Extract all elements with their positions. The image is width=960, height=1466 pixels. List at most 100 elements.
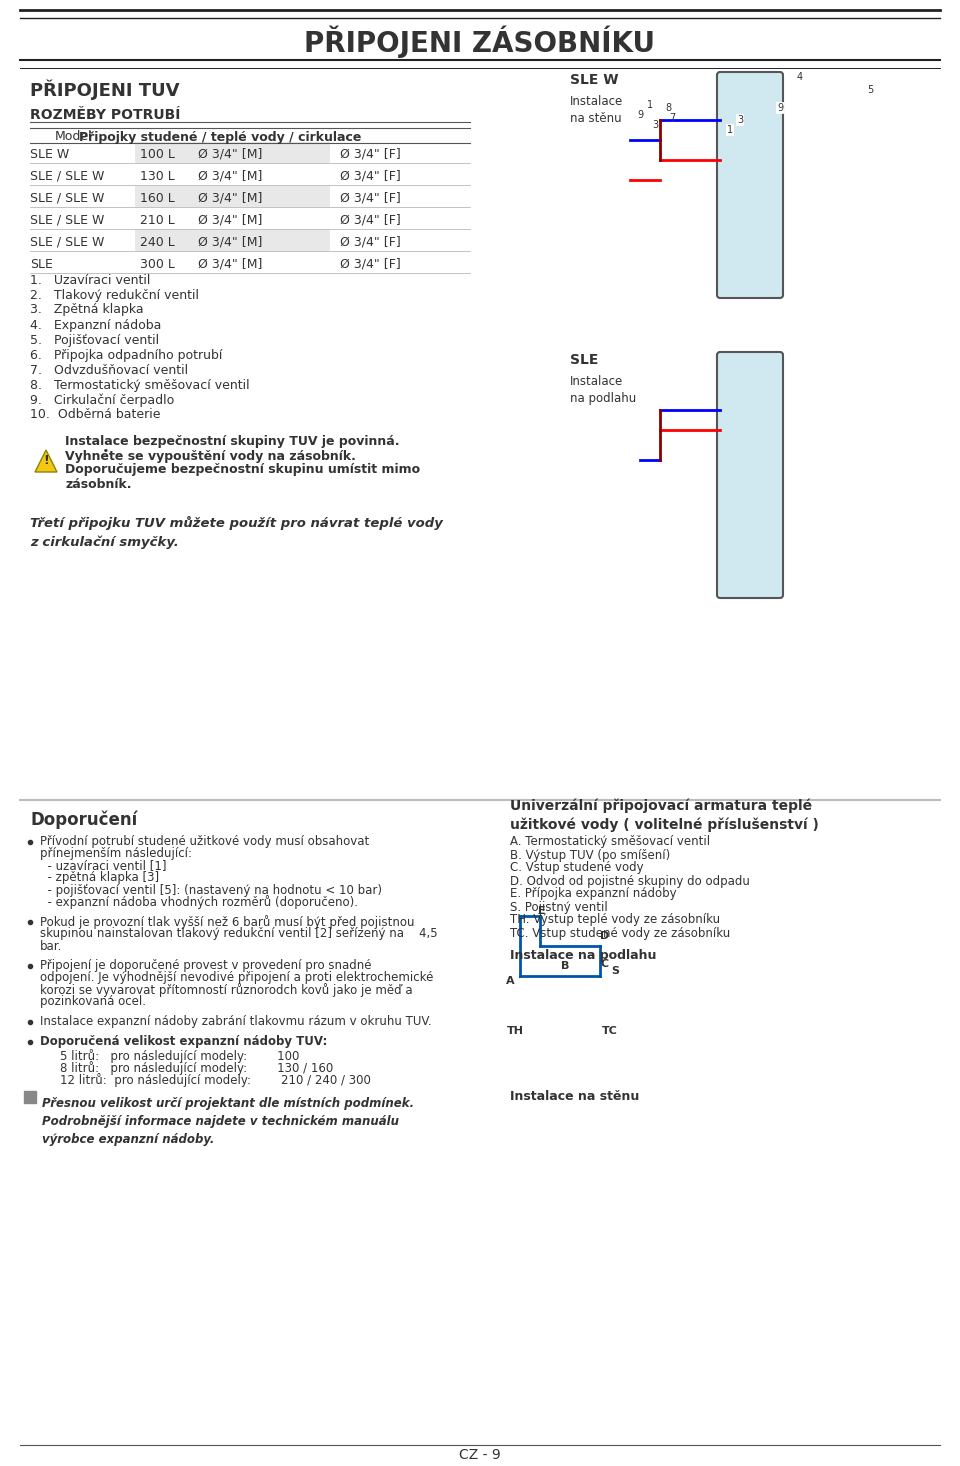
Text: SLE / SLE W: SLE / SLE W [30, 170, 105, 182]
FancyBboxPatch shape [135, 230, 330, 251]
Text: 5 litrů:   pro následující modely:        100: 5 litrů: pro následující modely: 100 [60, 1050, 300, 1063]
Text: - expanzní nádoba vhodných rozměrů (doporučeno).: - expanzní nádoba vhodných rozměrů (dopo… [40, 896, 358, 909]
Text: B: B [561, 962, 569, 970]
Text: PŘIPOJENI ZÁSOBNÍKU: PŘIPOJENI ZÁSOBNÍKU [304, 26, 656, 59]
Text: SLE: SLE [30, 258, 53, 271]
Text: Ø 3/4" [M]: Ø 3/4" [M] [198, 236, 262, 249]
Text: TC: TC [602, 1026, 618, 1036]
Text: Vyhne̊te se vypouštění vody na zásobník.: Vyhne̊te se vypouštění vody na zásobník. [65, 449, 356, 463]
Text: 9: 9 [636, 110, 643, 120]
Text: zásobník.: zásobník. [65, 478, 132, 491]
FancyBboxPatch shape [717, 352, 783, 598]
Text: Ø 3/4" [M]: Ø 3/4" [M] [198, 258, 262, 271]
Text: SLE / SLE W: SLE / SLE W [30, 236, 105, 249]
Text: 1: 1 [727, 125, 733, 135]
Text: E. Přípojka expanzní nádoby: E. Přípojka expanzní nádoby [510, 887, 677, 900]
Text: 130 L: 130 L [140, 170, 175, 182]
Text: odpojení. Je výhodnější nevodivé připojení a proti elektrochemické: odpojení. Je výhodnější nevodivé připoje… [40, 972, 433, 985]
Text: TH. Výstup teplé vody ze zásobníku: TH. Výstup teplé vody ze zásobníku [510, 913, 720, 927]
Text: korozi se vyvarovat přítomností různorodch kovů jako je měď a: korozi se vyvarovat přítomností různorod… [40, 984, 413, 997]
Text: Přesnou velikost určí projektant dle místních podmínek.
Podrobnější informace na: Přesnou velikost určí projektant dle mís… [42, 1097, 414, 1146]
Text: Instalace na stěnu: Instalace na stěnu [510, 1089, 639, 1102]
Text: E: E [539, 906, 546, 916]
Text: Ø 3/4" [M]: Ø 3/4" [M] [198, 192, 262, 204]
Text: A. Termostatický směšovací ventil: A. Termostatický směšovací ventil [510, 836, 710, 849]
Text: Ø 3/4" [M]: Ø 3/4" [M] [198, 214, 262, 227]
FancyBboxPatch shape [135, 142, 330, 163]
Text: skupinou nainstalovan tlakový redukční ventil [2] seřízený na    4,5: skupinou nainstalovan tlakový redukční v… [40, 928, 438, 941]
Text: Ø 3/4" [F]: Ø 3/4" [F] [340, 148, 400, 160]
Text: ROZMĚBY POTRUBÍ: ROZMĚBY POTRUBÍ [30, 108, 180, 122]
Text: SLE / SLE W: SLE / SLE W [30, 192, 105, 204]
Text: Ø 3/4" [F]: Ø 3/4" [F] [340, 236, 400, 249]
Text: 4.   Expanzní nádoba: 4. Expanzní nádoba [30, 318, 161, 331]
Text: Ø 3/4" [F]: Ø 3/4" [F] [340, 192, 400, 204]
Text: CZ - 9: CZ - 9 [459, 1448, 501, 1462]
Text: D. Odvod od pojistné skupiny do odpadu: D. Odvod od pojistné skupiny do odpadu [510, 875, 750, 887]
Text: Připojení je doporučené provest v provedení pro snadné: Připojení je doporučené provest v proved… [40, 960, 372, 972]
Text: 3.   Zpětná klapka: 3. Zpětná klapka [30, 303, 144, 317]
Text: Pokud je provozní tlak vyšší než 6 barů musí být před pojistnou: Pokud je provozní tlak vyšší než 6 barů … [40, 915, 415, 929]
Text: Instalace na podlahu: Instalace na podlahu [510, 950, 657, 963]
Text: 3: 3 [652, 120, 658, 130]
Text: PŘIPOJENI TUV: PŘIPOJENI TUV [30, 79, 180, 100]
Text: Instalace
na stěnu: Instalace na stěnu [570, 95, 623, 125]
FancyBboxPatch shape [135, 186, 330, 207]
Text: Ø 3/4" [F]: Ø 3/4" [F] [340, 214, 400, 227]
Text: SLE / SLE W: SLE / SLE W [30, 214, 105, 227]
Text: SLE: SLE [570, 353, 598, 366]
Text: 100 L: 100 L [140, 148, 175, 160]
Text: 12 litrů:  pro následující modely:        210 / 240 / 300: 12 litrů: pro následující modely: 210 / … [60, 1073, 371, 1086]
Text: Přívodní potrubí studené užitkové vody musí obsahovat: Přívodní potrubí studené užitkové vody m… [40, 836, 370, 849]
Text: Připojky studené / teplé vody / cirkulace: Připojky studené / teplé vody / cirkulac… [79, 130, 361, 144]
Text: Doporučujeme bezpečnostní skupinu umístit mimo: Doporučujeme bezpečnostní skupinu umísti… [65, 463, 420, 476]
Text: Instalace expanzní nádoby zabrání tlakovmu rázum v okruhu TUV.: Instalace expanzní nádoby zabrání tlakov… [40, 1016, 432, 1029]
Text: Třetí připojku TUV můžete použít pro návrat teplé vody
z cirkulační smyčky.: Třetí připojku TUV můžete použít pro náv… [30, 516, 443, 548]
Text: SLE W: SLE W [30, 148, 69, 160]
Text: 9.   Cirkulační čerpadlo: 9. Cirkulační čerpadlo [30, 393, 175, 406]
Text: - uzavíraci ventil [1]: - uzavíraci ventil [1] [40, 859, 166, 872]
Text: - pojišťovací ventil [5]: (nastavený na hodnotu < 10 bar): - pojišťovací ventil [5]: (nastavený na … [40, 884, 382, 897]
Text: TH: TH [507, 1026, 523, 1036]
FancyBboxPatch shape [717, 72, 783, 298]
Text: Ø 3/4" [F]: Ø 3/4" [F] [340, 258, 400, 271]
Text: 4: 4 [797, 72, 804, 82]
Text: 240 L: 240 L [140, 236, 175, 249]
Polygon shape [35, 450, 57, 472]
Text: 210 L: 210 L [140, 214, 175, 227]
Text: C. Vstup studené vody: C. Vstup studené vody [510, 862, 643, 875]
Text: S: S [611, 966, 619, 976]
Text: Model: Model [55, 130, 92, 144]
Text: TC. Vstup studené vody ze zásobníku: TC. Vstup studené vody ze zásobníku [510, 927, 731, 940]
Text: Univerzální připojovací armatura teplé
užitkové vody ( volitelné příslušenství ): Univerzální připojovací armatura teplé u… [510, 798, 819, 831]
Text: A: A [506, 976, 515, 987]
Text: 7: 7 [669, 113, 675, 123]
Text: 10.  Odběrná baterie: 10. Odběrná baterie [30, 409, 160, 422]
Text: 300 L: 300 L [140, 258, 175, 271]
Text: Ø 3/4" [M]: Ø 3/4" [M] [198, 148, 262, 160]
Text: 9: 9 [777, 103, 783, 113]
Text: Instalace
na podlahu: Instalace na podlahu [570, 375, 636, 405]
Text: Doporučená velikost expanzní nádoby TUV:: Doporučená velikost expanzní nádoby TUV: [40, 1035, 327, 1048]
Text: 8 litrů:   pro následující modely:        130 / 160: 8 litrů: pro následující modely: 130 / 1… [60, 1061, 333, 1075]
Text: B. Výstup TUV (po smíšení): B. Výstup TUV (po smíšení) [510, 849, 670, 862]
Text: 1: 1 [647, 100, 653, 110]
Text: 5: 5 [867, 85, 874, 95]
Text: pozinkovaná ocel.: pozinkovaná ocel. [40, 995, 146, 1009]
Text: 8: 8 [665, 103, 671, 113]
Text: Doporučení: Doporučení [30, 811, 137, 830]
Text: 2.   Tlakový redukční ventil: 2. Tlakový redukční ventil [30, 289, 199, 302]
Text: D: D [600, 931, 610, 941]
Text: !: ! [43, 454, 49, 468]
Text: 6.   Připojka odpadního potrubí: 6. Připojka odpadního potrubí [30, 349, 223, 362]
Text: 8.   Termostatický směšovací ventil: 8. Termostatický směšovací ventil [30, 378, 250, 391]
Text: - zpětná klapka [3]: - zpětná klapka [3] [40, 871, 159, 884]
Text: 1.   Uzavíraci ventil: 1. Uzavíraci ventil [30, 274, 151, 286]
Text: bar.: bar. [40, 940, 62, 953]
Text: C: C [601, 959, 609, 969]
Text: SLE W: SLE W [570, 73, 618, 86]
Text: Ø 3/4" [M]: Ø 3/4" [M] [198, 170, 262, 182]
Text: 7.   Odvzdušňovací ventil: 7. Odvzdušňovací ventil [30, 364, 188, 377]
Text: 160 L: 160 L [140, 192, 175, 204]
Text: Instalace bezpečnostní skupiny TUV je povinná.: Instalace bezpečnostní skupiny TUV je po… [65, 435, 399, 449]
